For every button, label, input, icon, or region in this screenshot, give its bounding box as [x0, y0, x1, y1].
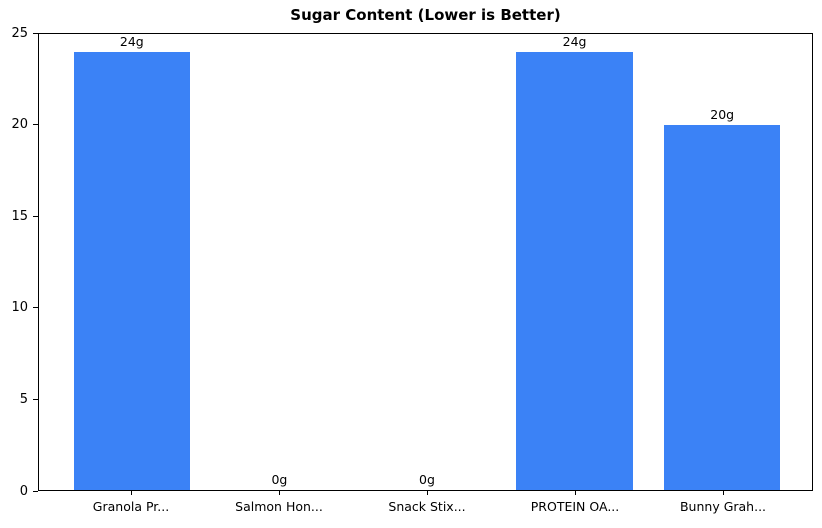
bar-slot: 0g: [353, 34, 501, 490]
x-tick-mark: [723, 491, 724, 495]
y-tick-label: 10: [11, 300, 28, 316]
y-tick-mark: [33, 124, 38, 126]
y-tick-mark: [33, 307, 38, 309]
y-tick-mark: [33, 490, 38, 492]
bar-slot: 24g: [58, 34, 206, 490]
y-tick-label: 5: [19, 391, 28, 407]
x-tick-mark: [131, 491, 132, 495]
y-tick-mark: [33, 398, 38, 400]
y-tick-label: 20: [11, 117, 28, 133]
x-tick-label: Snack Stix...: [388, 499, 466, 514]
bar-value-label: 24g: [562, 33, 587, 49]
x-tick-mark: [575, 491, 576, 495]
x-tick-mark: [427, 491, 428, 495]
bar-value-label: 24g: [119, 33, 144, 49]
y-tick-mark: [33, 215, 38, 217]
bar: [663, 125, 781, 490]
bar-value-label: 20g: [710, 106, 735, 122]
bar-value-label: 0g: [419, 471, 435, 487]
bar: [516, 52, 633, 490]
y-tick-label: 25: [11, 25, 28, 41]
y-tick-label: 15: [11, 208, 28, 224]
chart-title: Sugar Content (Lower is Better): [290, 6, 561, 24]
y-tick-label: 0: [19, 483, 28, 499]
bar-slot: 0g: [206, 34, 354, 490]
x-tick-label: PROTEIN OA...: [530, 499, 620, 514]
plot-area: 24g 0g 0g 24g 20g: [38, 33, 813, 491]
x-tick-label: Bunny Grah...: [679, 499, 767, 514]
bar-slot: 20g: [648, 34, 796, 490]
x-tick-mark: [279, 491, 280, 495]
x-tick-label: Granola Pr...: [92, 499, 170, 514]
bar-value-label: 0g: [271, 471, 288, 487]
x-tick-label: Salmon Hon...: [235, 499, 323, 514]
bars-layer: 24g 0g 0g 24g 20g: [39, 34, 812, 490]
bar: [73, 52, 191, 490]
y-tick-mark: [33, 32, 38, 34]
bar-slot: 24g: [501, 34, 649, 490]
